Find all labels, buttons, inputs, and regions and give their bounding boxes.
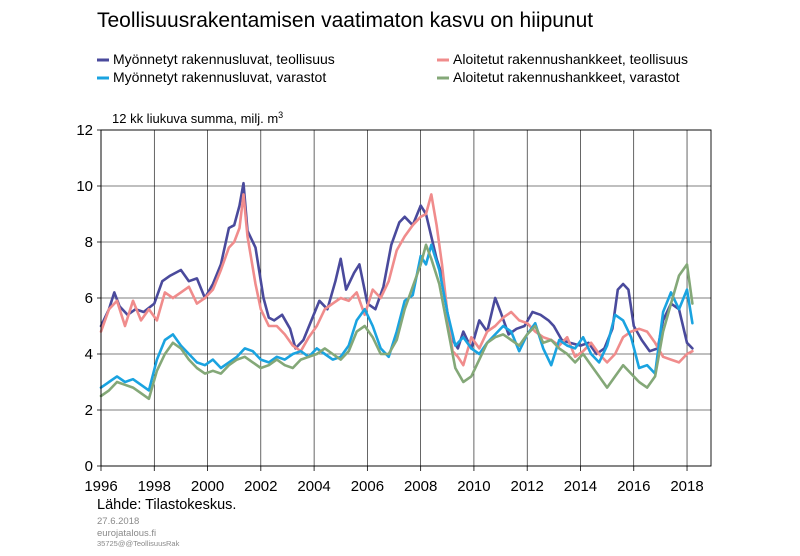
footer-date: 27.6.2018	[97, 516, 139, 527]
chart-title: Teollisuusrakentamisen vaatimaton kasvu …	[97, 9, 593, 32]
x-tick-label-1996: 1996	[84, 478, 117, 495]
legend-label-2: Aloitetut rakennushankkeet, teollisuus	[453, 51, 688, 67]
x-tick-label-2010: 2010	[457, 478, 490, 495]
y-tick-label-0: 0	[85, 458, 93, 475]
footer-site: eurojatalous.fi	[97, 528, 156, 539]
x-tick-label-2016: 2016	[617, 478, 650, 495]
unit-label: 12 kk liukuva summa, milj. m3	[112, 110, 283, 126]
y-tick-labels: 0 2 4 6 8 10 12	[76, 122, 93, 475]
source-note: Lähde: Tilastokeskus.	[97, 497, 236, 513]
footer-code: 35725@@TeollisuusRak	[97, 539, 180, 548]
series-line-2	[99, 193, 694, 367]
plot-frame	[100, 129, 712, 467]
y-tick-label-6: 6	[85, 290, 93, 307]
y-tick-label-4: 4	[85, 346, 93, 363]
unit-label-main: 12 kk liukuva summa, milj. m	[112, 111, 278, 126]
y-tick-label-2: 2	[85, 402, 93, 419]
series-lines	[99, 181, 694, 401]
series-line-4	[99, 243, 694, 401]
x-tick-label-2002: 2002	[244, 478, 277, 495]
x-tick-label-2004: 2004	[297, 478, 330, 495]
legend: Myönnetyt rakennusluvat, teollisuus Aloit…	[97, 51, 688, 85]
x-tick-label-2006: 2006	[351, 478, 384, 495]
legend-label-1: Myönnetyt rakennusluvat, teollisuus	[113, 51, 335, 67]
legend-label-3: Myönnetyt rakennusluvat, varastot	[113, 69, 326, 85]
unit-superscript: 3	[278, 110, 283, 120]
x-tick-labels: 1996 1998 2000 2002 2004 2006 2008 2010 2012 2014…	[84, 478, 703, 495]
y-tick-label-8: 8	[85, 234, 93, 251]
x-tick-label-2012: 2012	[511, 478, 544, 495]
x-tick-label-2000: 2000	[191, 478, 224, 495]
legend-label-4: Aloitetut rakennushankkeet, varastot	[453, 69, 680, 85]
series-line-3	[99, 243, 694, 392]
x-tick-label-2018: 2018	[670, 478, 703, 495]
axes	[100, 129, 712, 467]
x-tick-label-1998: 1998	[138, 478, 171, 495]
y-tick-label-12: 12	[76, 122, 93, 139]
x-tick-label-2014: 2014	[564, 478, 597, 495]
x-tick-label-2008: 2008	[404, 478, 437, 495]
y-tick-label-10: 10	[76, 178, 93, 195]
